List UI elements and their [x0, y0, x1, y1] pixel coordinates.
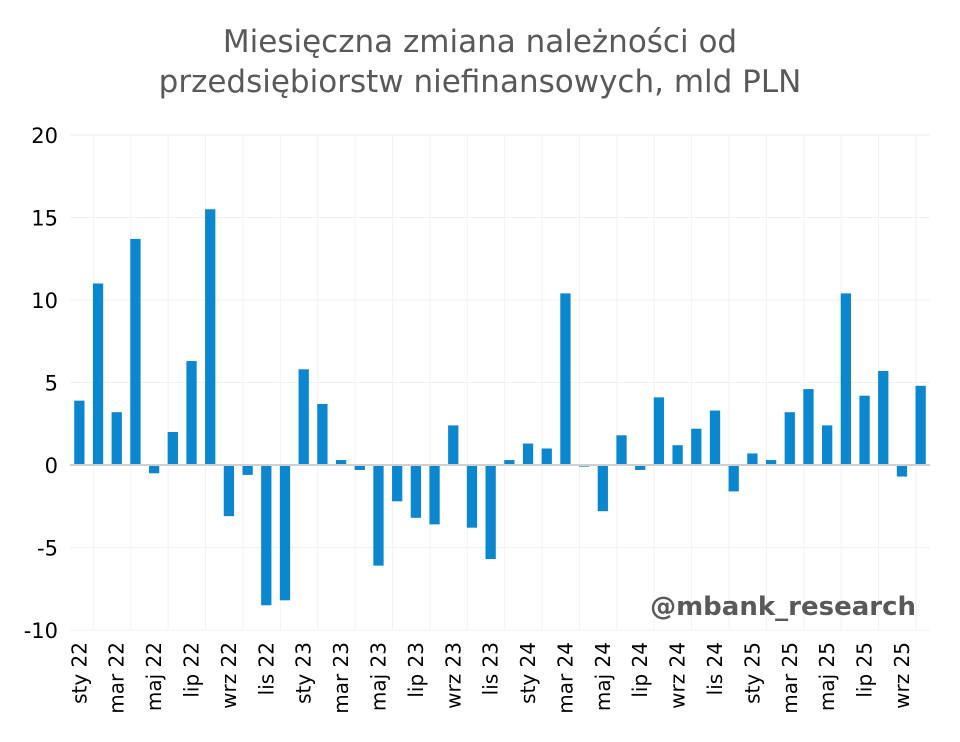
bar-13 — [317, 403, 328, 465]
bar-21 — [466, 465, 478, 528]
bar-9 — [242, 465, 253, 475]
y-tick-label: 15 — [31, 207, 58, 231]
x-tick-label: lis 22 — [254, 642, 278, 695]
bar-11 — [279, 465, 291, 601]
y-tick-label: -10 — [24, 619, 58, 643]
bar-18 — [410, 465, 422, 518]
x-tick-label: wrz 24 — [666, 642, 690, 709]
bar-32 — [672, 445, 683, 465]
x-tick-label: lip 24 — [628, 642, 652, 698]
x-tick-label: mar 23 — [329, 642, 353, 714]
x-tick-label: wrz 22 — [217, 642, 241, 709]
x-tick-label: lip 22 — [180, 642, 204, 698]
x-tick-label: sty 25 — [740, 642, 764, 704]
bar-6 — [186, 361, 197, 465]
bar-30 — [635, 465, 646, 470]
bar-29 — [616, 435, 627, 465]
bar-41 — [840, 293, 852, 465]
bar-19 — [429, 465, 440, 525]
bar-15 — [354, 465, 365, 470]
bar-5 — [167, 432, 178, 465]
x-axis-ticks: sty 22 mar 22 maj 22 lip 22 wrz 22 lis 22 sty … — [67, 642, 914, 714]
bar-16 — [373, 465, 384, 566]
bar-2 — [111, 412, 122, 465]
bar-43 — [878, 370, 889, 465]
bar-12 — [298, 369, 309, 465]
y-axis-ticks: 20 15 10 5 0 -5 -10 — [24, 124, 58, 643]
bar-40 — [822, 425, 833, 465]
bar-0 — [74, 400, 85, 465]
bar-3 — [130, 238, 141, 465]
x-tick-label: lis 24 — [703, 642, 727, 695]
x-tick-label: mar 24 — [553, 642, 577, 714]
bar-36 — [747, 453, 758, 465]
chart-title-line-2: przedsiębiorstw niefinansowych, mld PLN — [158, 64, 802, 100]
bar-25 — [541, 448, 552, 465]
bar-24 — [522, 443, 534, 465]
y-tick-label: 5 — [45, 372, 58, 396]
x-tick-label: sty 23 — [292, 642, 316, 704]
x-tick-label: maj 25 — [815, 642, 839, 711]
bar-38 — [784, 412, 795, 465]
x-tick-label: maj 23 — [367, 642, 391, 711]
bar-4 — [148, 465, 160, 474]
bar-17 — [392, 465, 403, 502]
y-tick-label: 0 — [45, 454, 58, 478]
y-tick-label: 10 — [31, 289, 58, 313]
x-tick-label: maj 24 — [591, 642, 615, 711]
gridlines — [70, 134, 930, 631]
watermark-text: @mbank_research — [650, 592, 916, 622]
bar-1 — [92, 283, 104, 465]
bar-45 — [915, 385, 926, 465]
x-tick-label: mar 22 — [105, 642, 129, 714]
chart-title-line-1: Miesięczna zmiana należności od — [222, 24, 738, 60]
bar-22 — [485, 465, 496, 560]
bar-28 — [597, 465, 608, 512]
x-tick-label: sty 24 — [516, 642, 540, 704]
x-tick-label: lis 23 — [479, 642, 503, 695]
y-tick-label: -5 — [37, 537, 58, 561]
bar-35 — [728, 465, 739, 492]
bar-7 — [205, 209, 216, 465]
bar-44 — [896, 465, 908, 477]
y-tick-label: 20 — [31, 124, 58, 148]
bar-34 — [709, 410, 721, 465]
bar-33 — [691, 428, 702, 465]
x-tick-label: maj 22 — [142, 642, 166, 711]
x-tick-label: wrz 25 — [890, 642, 914, 709]
bar-23 — [504, 460, 515, 465]
bar-26 — [560, 293, 571, 465]
bar-39 — [803, 389, 814, 465]
bar-8 — [223, 465, 235, 517]
x-tick-label: mar 25 — [778, 642, 802, 714]
bar-42 — [859, 395, 870, 465]
bar-31 — [653, 397, 665, 465]
bar-14 — [335, 460, 347, 465]
bar-37 — [765, 460, 777, 465]
bars — [74, 209, 926, 606]
x-tick-label: wrz 23 — [441, 642, 465, 709]
x-tick-label: lip 23 — [404, 642, 428, 698]
x-tick-label: sty 22 — [67, 642, 91, 704]
bar-10 — [261, 465, 272, 606]
x-tick-label: lip 25 — [853, 642, 877, 698]
bar-20 — [448, 425, 459, 465]
chart-title: Miesięczna zmiana należności od przedsię… — [0, 22, 960, 102]
